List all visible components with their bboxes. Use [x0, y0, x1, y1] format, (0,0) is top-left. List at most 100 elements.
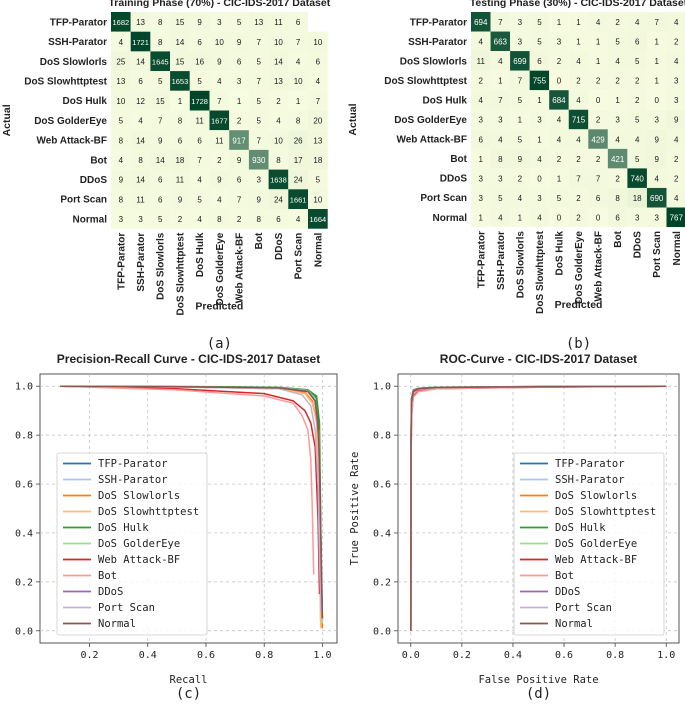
row-label: SSH-Parator [408, 37, 467, 48]
matrix-cell [529, 109, 550, 130]
y-axis-label: Actual [1, 104, 13, 136]
matrix-cell [150, 149, 171, 170]
matrix-cell [248, 31, 269, 52]
matrix-cell-value: 2 [674, 155, 679, 164]
matrix-cell-value: 4 [316, 77, 321, 86]
matrix-cell-value: 5 [158, 215, 163, 224]
matrix-cell [646, 109, 667, 130]
matrix-cell [288, 71, 308, 91]
matrix-cell-value: 18 [633, 194, 642, 203]
matrix-cell [189, 149, 210, 170]
matrix-cell [150, 71, 171, 91]
matrix-cell [549, 12, 569, 32]
matrix-cell-value: 9 [237, 156, 242, 165]
matrix-cell [529, 51, 550, 71]
row-label: Normal [73, 214, 108, 225]
matrix-cell [111, 71, 131, 91]
matrix-cell-value: 2 [576, 155, 581, 164]
matrix-cell-value: 7 [498, 96, 503, 105]
matrix-title: Testing Phase (30%) - CIC-IDS-2017 Datas… [470, 0, 685, 9]
matrix-cell-value: 2 [615, 77, 620, 86]
matrix-cell [627, 90, 647, 110]
matrix-cell-value: 3 [498, 174, 503, 183]
x-tick-label: 0.2 [80, 650, 98, 661]
matrix-cell-value: 16 [195, 57, 204, 66]
matrix-cell [268, 90, 289, 111]
x-axis-label: Recall [170, 674, 208, 686]
matrix-cell-value: 4 [635, 18, 640, 27]
matrix-cell-value: 1682 [113, 18, 130, 27]
matrix-cell-value: 8 [296, 117, 301, 126]
matrix-cell [150, 130, 171, 150]
matrix-cell [130, 110, 151, 131]
matrix-cell [588, 129, 608, 149]
matrix-cell-value: 1 [178, 97, 183, 106]
matrix-cell-value: 11 [215, 136, 224, 145]
matrix-cell-value: 5 [537, 38, 542, 47]
column-label: Port Scan [652, 231, 663, 278]
legend-entry: DoS GolderEye [98, 538, 180, 550]
panel-label: (c) [176, 686, 201, 702]
matrix-cell [170, 149, 190, 170]
matrix-cell [627, 207, 647, 228]
y-tick-label: 0.4 [373, 528, 391, 539]
matrix-cell-value: 10 [116, 97, 125, 106]
matrix-cell [229, 12, 249, 32]
matrix-cell [288, 12, 308, 32]
matrix-cell [607, 168, 628, 188]
matrix-cell-value: 2 [557, 155, 562, 164]
matrix-cell [510, 12, 530, 32]
matrix-cell-value: 9 [197, 18, 202, 27]
matrix-cell [229, 71, 249, 91]
matrix-cell-value: 1 [615, 96, 620, 105]
matrix-cell [268, 31, 289, 52]
matrix-cell-value: 5 [557, 194, 562, 203]
matrix-cell [568, 12, 589, 32]
matrix-cell-value: 1 [518, 213, 523, 222]
matrix-cell-value: 0 [654, 96, 659, 105]
matrix-cell [588, 70, 608, 91]
matrix-cell [170, 189, 190, 209]
matrix-cell-value: 6 [197, 38, 202, 47]
matrix-cell [627, 70, 647, 91]
matrix-cell-value: 4 [674, 135, 679, 144]
matrix-cell [288, 110, 308, 131]
matrix-cell [607, 187, 628, 208]
matrix-cell-value: 7 [498, 18, 503, 27]
matrix-cell-value: 8 [498, 155, 503, 164]
matrix-cell-value: 6 [237, 57, 242, 66]
matrix-cell [111, 51, 131, 72]
matrix-cell [588, 51, 608, 71]
matrix-cell-value: 2 [596, 77, 601, 86]
matrix-cell-value: 4 [557, 135, 562, 144]
matrix-cell [568, 207, 589, 228]
matrix-cell-value: 2 [615, 174, 620, 183]
row-label: DoS Slowlorls [400, 56, 468, 67]
matrix-cell [471, 148, 491, 169]
matrix-cell-value: 13 [274, 77, 283, 86]
matrix-cell-value: 4 [518, 194, 523, 203]
x-tick-label: 0.8 [255, 650, 273, 661]
matrix-cell-value: 3 [557, 38, 562, 47]
matrix-cell-value: 4 [615, 135, 620, 144]
column-label: Normal [313, 232, 324, 267]
matrix-cell [150, 51, 171, 72]
matrix-cell-value: 9 [257, 195, 262, 204]
matrix-cell [510, 70, 530, 91]
matrix-cell-value: 1 [557, 174, 562, 183]
matrix-cell [666, 168, 685, 188]
matrix-cell-value: 6 [596, 194, 601, 203]
matrix-cell [549, 109, 569, 130]
matrix-cell [627, 109, 647, 130]
matrix-cell [209, 130, 230, 150]
y-axis-label: Actual [347, 103, 359, 135]
matrix-cell-value: 1 [537, 135, 542, 144]
matrix-cell [568, 187, 589, 208]
matrix-cell-value: 3 [479, 174, 484, 183]
matrix-cell [288, 169, 308, 190]
matrix-cell [607, 12, 628, 32]
matrix-cell-value: 2 [576, 77, 581, 86]
matrix-cell [209, 12, 230, 32]
matrix-cell [170, 90, 190, 111]
matrix-title: Training Phase (70%) - CIC-IDS-2017 Data… [108, 0, 330, 9]
